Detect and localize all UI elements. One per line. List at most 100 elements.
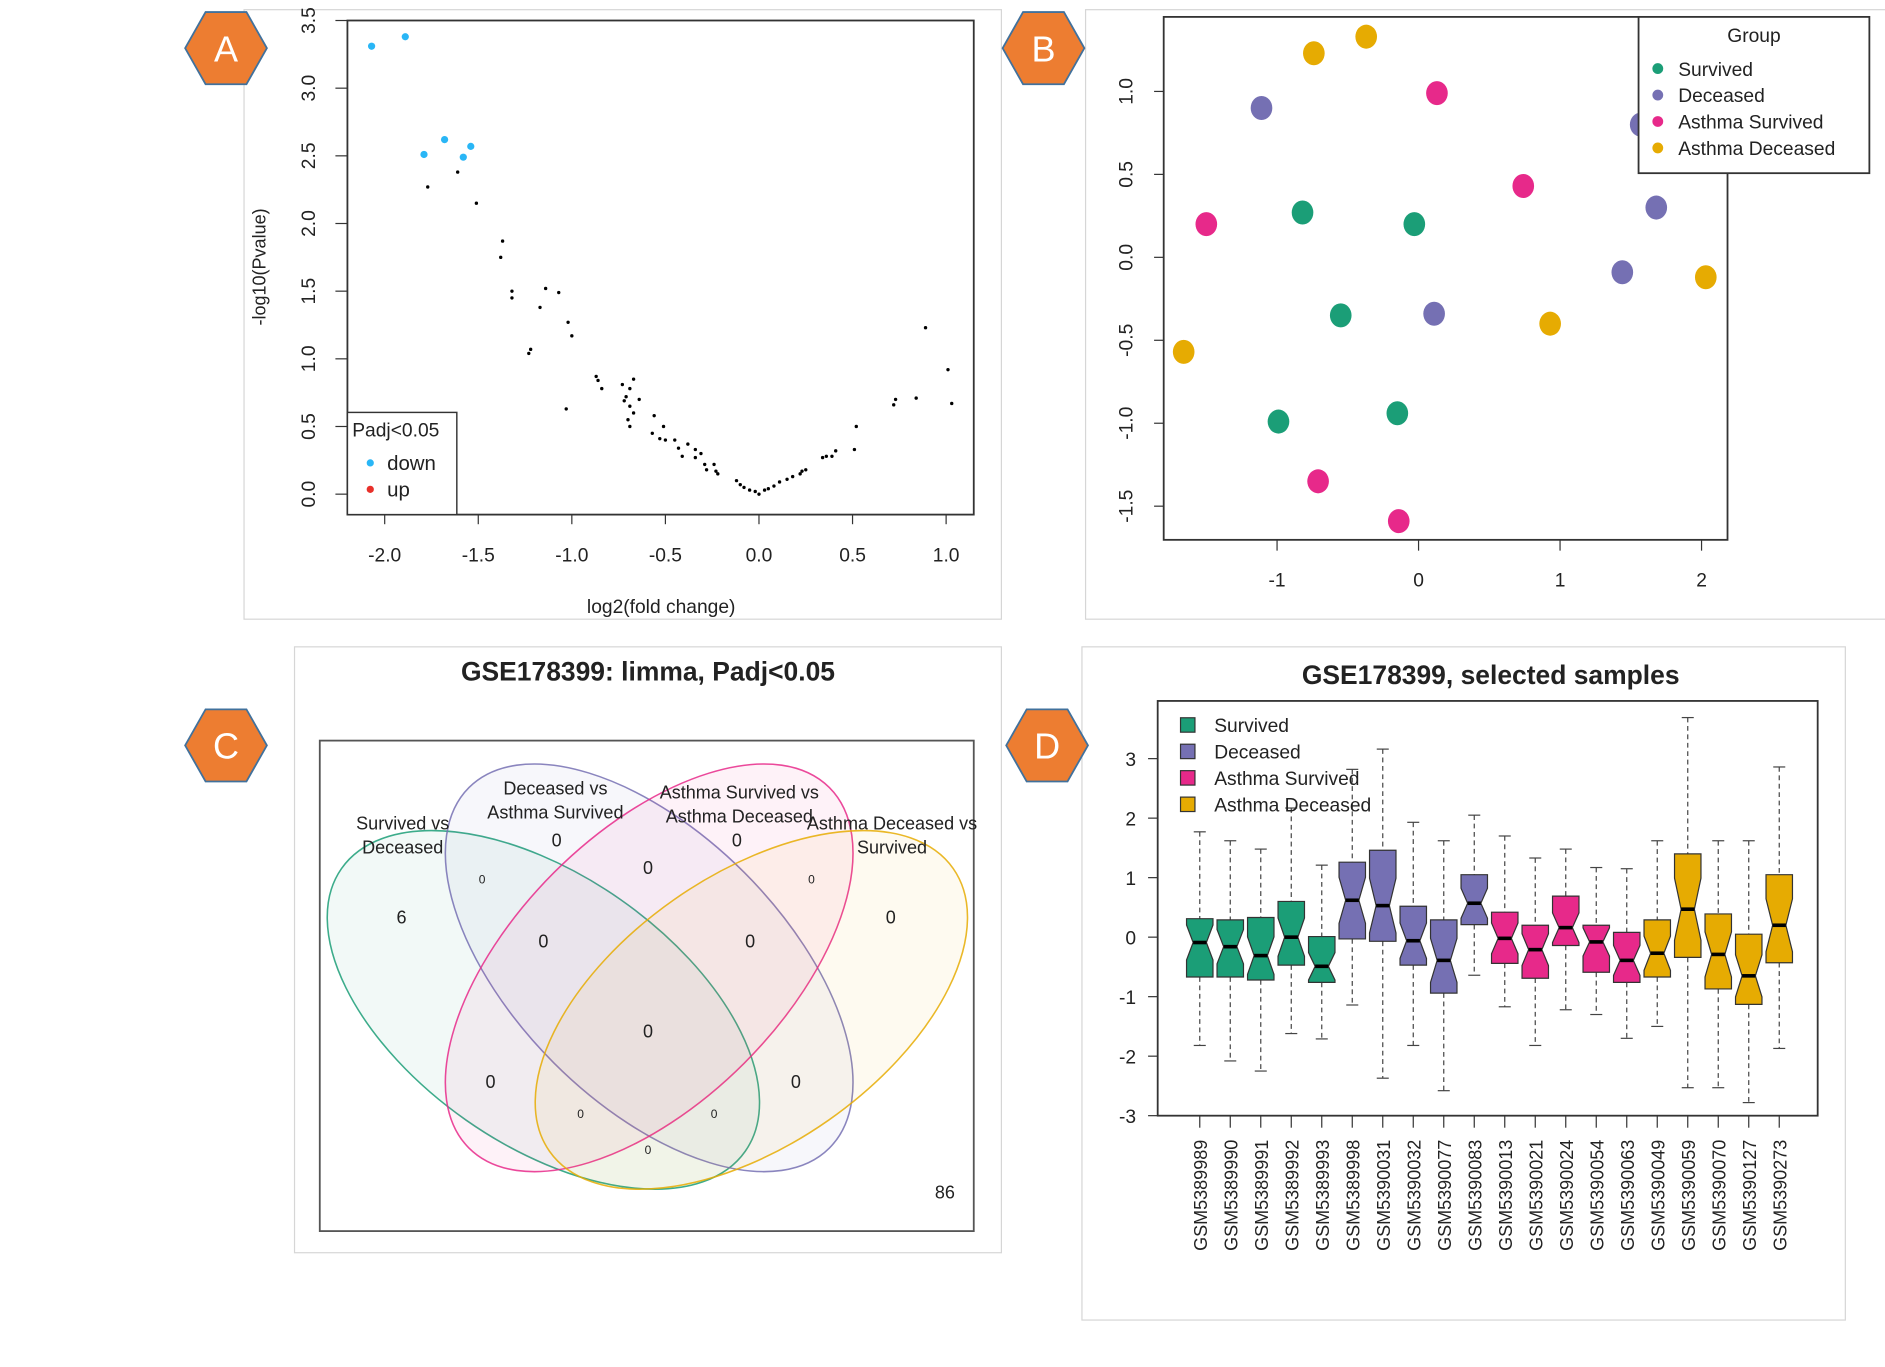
point-not-significant [652,413,656,418]
y-tick-label: 0.5 [1116,161,1137,188]
point-not-significant [734,478,739,483]
point-not-significant [785,477,789,481]
point-not-significant [747,488,752,492]
x-tick-label: GSM5389990 [1221,1140,1241,1251]
point-not-significant [893,397,898,402]
hexagon-badge [184,708,268,783]
y-tick-label: -1.5 [1116,490,1137,523]
point-deceased [1250,96,1273,121]
point-not-significant [686,442,690,446]
y-tick-label: 1.0 [1116,78,1137,105]
point-not-significant [738,483,742,487]
legend: Padj<0.05 down up [346,411,458,516]
point-not-significant [680,454,684,458]
venn-region-count: 0 [732,830,742,850]
point-deceased [1645,195,1668,220]
point-not-significant [676,446,681,450]
point-not-significant [570,334,574,338]
x-tick-label: GSM5390059 [1679,1140,1699,1251]
notched-box [1429,919,1458,994]
x-tick-label: 0.5 [839,545,866,566]
notched-box [1460,874,1489,926]
legend-label: up [387,480,410,502]
box-GSM5389989 [1185,831,1214,1047]
panel-b-frame [1084,9,1885,620]
point-not-significant [426,185,430,189]
notched-box [1704,913,1733,990]
x-tick-label: -1.0 [555,545,588,566]
legend-label: Deceased [1678,86,1765,107]
venn-region-count: 0 [479,873,486,887]
point-not-significant [658,436,662,441]
x-tick-label: -1.5 [462,545,495,566]
y-tick-label: 1.5 [299,278,320,305]
box-GSM5390077 [1429,840,1458,1092]
point-down [367,42,376,50]
y-tick-label: 3.5 [299,7,320,34]
point-down [459,153,467,161]
point-not-significant [753,489,757,494]
box-GSM5390049 [1643,840,1672,1028]
point-not-significant [742,485,746,490]
point-not-significant [673,438,677,442]
box-GSM5390013 [1490,835,1519,1008]
point-down [401,33,409,41]
box-GSM5390031 [1368,748,1397,1079]
point-not-significant [500,239,505,243]
point-deceased [1423,301,1445,326]
x-tick-label: GSM5389991 [1252,1140,1272,1251]
notched-box [1368,849,1397,942]
point-not-significant [510,289,514,293]
notched-box [1765,874,1794,964]
point-not-significant [804,468,808,472]
y-tick-label: 2 [1125,809,1136,830]
venn-set-label: Deceased vs [503,779,607,799]
plot-area [1162,15,1729,541]
point-not-significant [830,454,834,458]
venn-title: GSE178399: limma, Padj<0.05 [461,656,835,686]
y-tick-label: 3.0 [299,75,320,102]
y-tick-label: -1.0 [1116,407,1137,440]
point-asthma-deceased [1303,41,1325,66]
box-GSM5390032 [1399,821,1428,1047]
notched-box [1399,905,1428,966]
venn-region-count: 0 [485,1072,495,1092]
point-down [467,142,475,150]
point-asthma-survived [1195,212,1218,237]
notched-box [1185,918,1214,978]
venn-set-label: Asthma Deceased vs [807,814,977,834]
venn-set-ellipse [444,763,854,1173]
venn-region-count: 0 [577,1107,584,1121]
point-not-significant [798,472,802,476]
point-not-significant [834,449,838,453]
point-not-significant [528,347,533,352]
legend-swatch [1179,717,1196,733]
point-not-significant [527,351,531,356]
venn-diagram: GSE178399: limma, Padj<0.05 Survived vs De… [318,656,977,1232]
x-tick-label: GSM5390021 [1526,1140,1546,1251]
notched-box [1643,919,1672,978]
point-not-significant [704,468,709,472]
x-tick-label: GSM5390127 [1740,1140,1760,1251]
venn-region-count: 0 [711,1107,718,1121]
point-survived [1329,303,1352,328]
point-down [440,135,449,144]
point-not-significant [777,480,782,484]
panel-badge-a: A [184,11,268,86]
point-not-significant [596,378,600,383]
box-GSM5390021 [1521,857,1550,1047]
point-not-significant [538,305,542,310]
legend-label: Asthma Survived [1678,113,1823,134]
venn-set-ellipse [444,763,854,1173]
y-tick-label: 3 [1125,750,1136,771]
legend-swatch [1179,796,1196,813]
legend-title: Padj<0.05 [352,420,439,441]
plot-area [1156,700,1819,1117]
point-survived [1267,409,1290,434]
venn-region-count: 0 [552,830,562,850]
y-tick-label: 0.0 [1116,244,1137,271]
pca-plot: -1 0 1 2 -1.5 -1.0 -0.5 0.0 0.5 1.0 Group Survived D… [1116,15,1871,592]
point-asthma-deceased [1355,24,1378,49]
notched-box [1246,916,1275,981]
x-tick-label: GSM5389993 [1313,1140,1333,1251]
